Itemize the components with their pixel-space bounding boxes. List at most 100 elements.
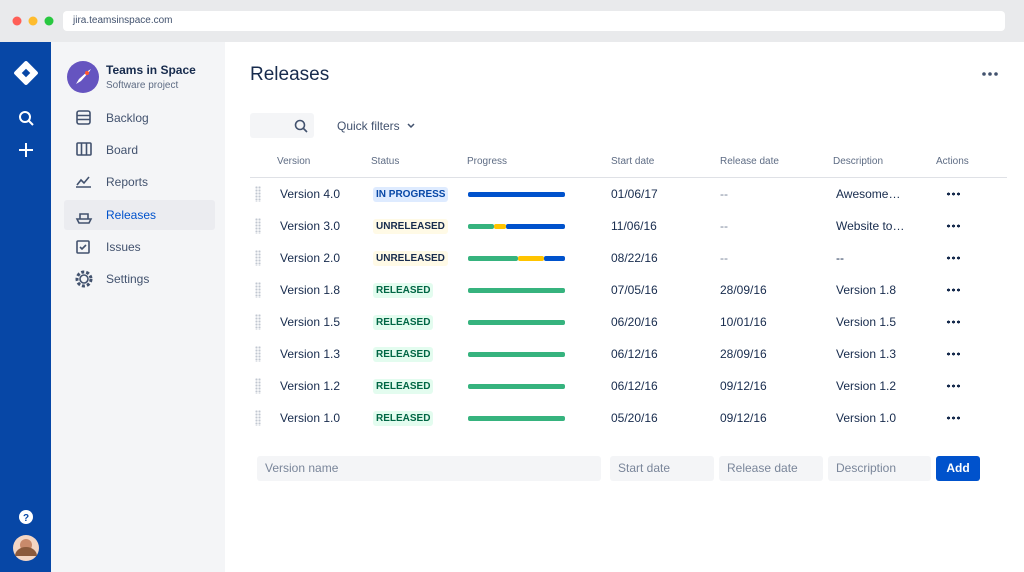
url: jira.teamsinspace.com <box>73 15 173 26</box>
nav-label: Settings <box>106 272 150 286</box>
version: Version 1.0 <box>280 411 341 425</box>
release-date: 09/12/16 <box>720 411 767 425</box>
version: Version 4.0 <box>280 187 341 201</box>
column-header: Version <box>277 156 311 167</box>
nav-label: Reports <box>106 175 149 189</box>
nav-item[interactable]: Reports <box>64 167 215 197</box>
progress-segment <box>468 320 565 325</box>
version: Version 1.2 <box>280 379 341 393</box>
form-input[interactable]: Description <box>828 456 931 481</box>
add-button[interactable]: Add <box>936 456 980 481</box>
drag-handle <box>255 218 261 234</box>
progress-segment <box>468 192 565 197</box>
project-type: Software project <box>106 80 179 91</box>
start-date: 08/22/16 <box>611 251 658 265</box>
start-date: 11/06/16 <box>611 219 657 233</box>
form-input[interactable]: Start date <box>610 456 714 481</box>
version: Version 3.0 <box>280 219 341 233</box>
row-actions[interactable] <box>946 288 960 292</box>
description: -- <box>836 251 844 265</box>
row-actions[interactable] <box>946 384 960 388</box>
progress-segment <box>468 224 495 229</box>
quick-filters[interactable]: Quick filters <box>337 119 400 133</box>
status: RELEASED <box>373 347 434 362</box>
start-date: 05/20/16 <box>611 411 658 425</box>
description: Awesome… <box>836 187 901 201</box>
version: Version 2.0 <box>280 251 341 265</box>
release-date: -- <box>720 251 728 265</box>
form-input[interactable]: Release date <box>719 456 823 481</box>
global-icons: ? <box>13 61 39 561</box>
column-header: Release date <box>720 156 779 167</box>
release-date: 28/09/16 <box>720 283 767 297</box>
version: Version 1.8 <box>280 283 341 297</box>
progress-segment <box>494 224 506 229</box>
drag-handle <box>255 410 261 426</box>
description: Version 1.8 <box>836 283 897 297</box>
project-avatar <box>67 61 99 93</box>
status: IN PROGRESS <box>373 187 449 202</box>
progress-segment <box>468 288 565 293</box>
start-date: 06/12/16 <box>611 379 658 393</box>
drag-handle <box>255 186 261 202</box>
status: RELEASED <box>373 315 434 330</box>
column-header: Start date <box>611 156 655 167</box>
description: Version 1.5 <box>836 315 897 329</box>
nav-item[interactable]: Board <box>64 135 215 165</box>
search-box[interactable] <box>250 113 314 138</box>
start-date: 01/06/17 <box>611 187 658 201</box>
row-actions[interactable] <box>946 416 960 420</box>
nav-label: Issues <box>106 240 141 254</box>
nav-item[interactable]: Issues <box>64 232 215 262</box>
status: RELEASED <box>373 283 434 298</box>
row-actions[interactable] <box>946 192 960 196</box>
nav-label: Backlog <box>106 111 149 125</box>
nav-item[interactable]: Backlog <box>64 103 215 133</box>
drag-handle <box>255 282 261 298</box>
release-date: 10/01/16 <box>720 315 767 329</box>
release-date: 28/09/16 <box>720 347 767 361</box>
progress-segment <box>505 224 565 229</box>
row-actions[interactable] <box>946 256 960 260</box>
drag-handle <box>255 346 261 362</box>
description: Version 1.2 <box>836 379 897 393</box>
drag-handle <box>255 314 261 330</box>
form-input[interactable]: Version name <box>257 456 601 481</box>
progress-segment <box>543 256 565 261</box>
progress-segment <box>468 352 565 357</box>
progress-segment <box>468 416 565 421</box>
start-date: 06/20/16 <box>611 315 658 329</box>
nav-icons <box>75 110 93 288</box>
release-date: 09/12/16 <box>720 379 767 393</box>
release-date: -- <box>720 219 728 233</box>
release-date: -- <box>720 187 728 201</box>
version: Version 1.5 <box>280 315 341 329</box>
nav-item-active[interactable]: Releases <box>64 200 215 230</box>
address-bar[interactable]: jira.teamsinspace.com <box>63 11 1005 31</box>
drag-handle <box>255 378 261 394</box>
row-actions[interactable] <box>946 352 960 356</box>
column-header: Description <box>833 156 884 167</box>
column-header: Progress <box>467 156 508 167</box>
drag-handle <box>255 250 261 266</box>
description: Website to… <box>836 219 905 233</box>
nav-item[interactable]: Settings <box>64 264 215 294</box>
project-name: Teams in Space <box>106 63 196 77</box>
sidebar <box>51 42 225 572</box>
svg-text:?: ? <box>23 513 29 524</box>
column-header: Status <box>371 156 400 167</box>
start-date: 07/05/16 <box>611 283 658 297</box>
search-icon <box>294 119 308 133</box>
more-button[interactable] <box>981 70 999 78</box>
page-title: Releases <box>250 64 330 85</box>
row-actions[interactable] <box>946 320 960 324</box>
progress-segment <box>468 384 565 389</box>
chevron <box>407 123 415 129</box>
status: RELEASED <box>373 379 434 394</box>
version: Version 1.3 <box>280 347 341 361</box>
column-header: Actions <box>936 156 969 167</box>
description: Version 1.3 <box>836 347 897 361</box>
description: Version 1.0 <box>836 411 897 425</box>
row-actions[interactable] <box>946 224 960 228</box>
